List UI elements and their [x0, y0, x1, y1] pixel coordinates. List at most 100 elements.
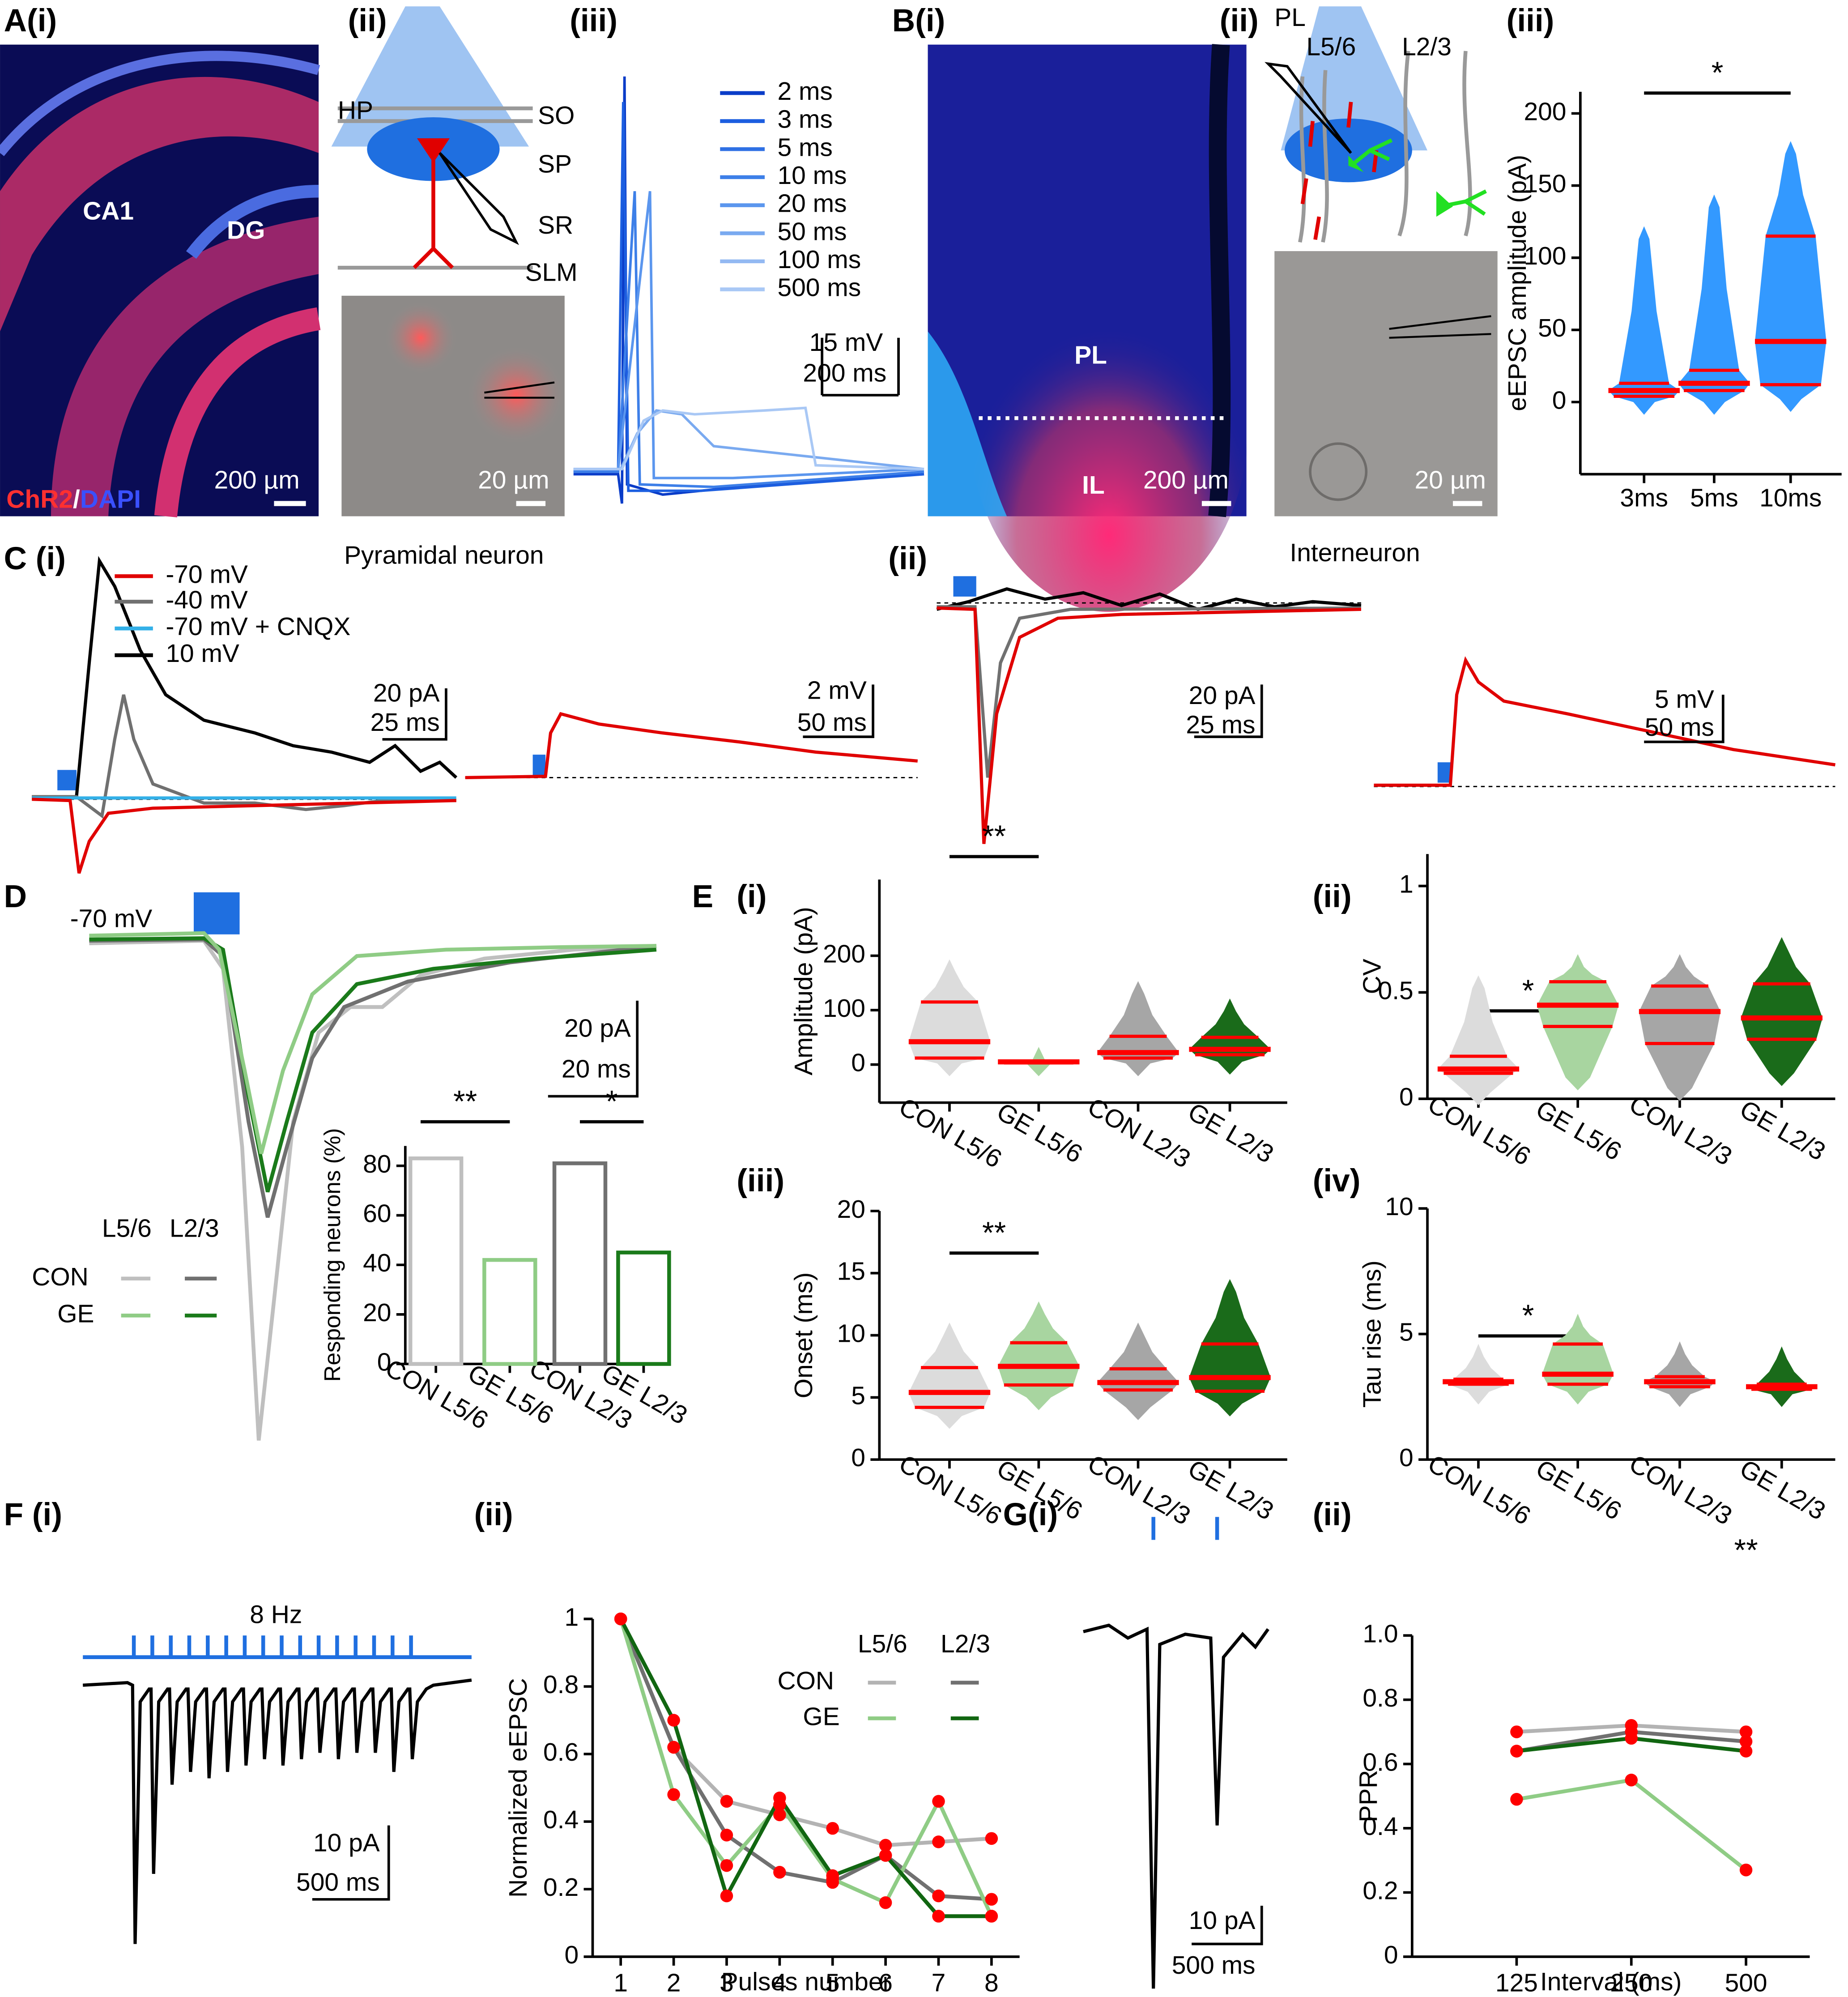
y-tick-label: 0.4 [543, 1805, 579, 1834]
paired-pulse-trace: 10 pA 500 ms [1083, 1517, 1269, 1989]
y-tick-label: 0 [377, 1348, 392, 1377]
violin [1608, 226, 1680, 415]
legend-label: 2 ms [777, 77, 832, 106]
x-axis-label: Interval (ms) [1540, 1967, 1682, 1996]
scale-label: 200 ms [803, 358, 886, 387]
x-tick-label: 7 [932, 1969, 946, 1997]
x-tick-label: 3 [720, 1969, 734, 1997]
scale-label: 20 pA [373, 678, 440, 707]
legend-label: 10 mV [166, 639, 239, 668]
interneuron [1348, 155, 1453, 217]
y-tick-label: 0.6 [1363, 1748, 1398, 1776]
significance-label: * [1712, 56, 1724, 90]
trace [465, 712, 918, 779]
violin [1443, 1344, 1514, 1405]
trace [32, 694, 456, 819]
pyramidal-traces: Pyramidal neuron [32, 541, 918, 874]
y-tick-label: 1.0 [1363, 1619, 1398, 1648]
panel-label: (ii) [888, 541, 927, 576]
panel-label: D [4, 879, 27, 914]
violin [1741, 937, 1822, 1086]
y-tick-label: 100 [823, 994, 865, 1023]
y-tick-label: 200 [1524, 97, 1566, 126]
panel-label: (ii) [474, 1497, 513, 1532]
bar [552, 1161, 608, 1366]
y-axis-label: Responding neurons (%) [319, 1128, 345, 1382]
layer-label: SLM [525, 258, 578, 286]
y-tick-label: 0.2 [1363, 1876, 1398, 1905]
scale-bar [548, 1000, 639, 1098]
cell [1300, 102, 1379, 240]
cell [1309, 442, 1368, 501]
point [1739, 1745, 1753, 1758]
scale-bar [1644, 695, 1725, 743]
y-axis-label: Onset (ms) [789, 1272, 818, 1399]
point [932, 1795, 945, 1808]
scale-label: 500 ms [296, 1868, 380, 1897]
legend-row: GE [57, 1299, 94, 1328]
legend-label: 20 ms [777, 189, 847, 218]
y-tick-label: 0.4 [1363, 1812, 1398, 1841]
x-tick-label: 3ms [1620, 484, 1668, 512]
bar [408, 1156, 464, 1366]
violin [908, 1323, 991, 1429]
y-tick-label: 0.5 [1378, 976, 1414, 1005]
y-tick-label: 40 [363, 1249, 391, 1277]
cell [385, 302, 456, 374]
neuron [413, 138, 454, 269]
panel-label: B(i) [892, 3, 945, 38]
point [1739, 1725, 1753, 1738]
scale-bar [312, 1825, 390, 1901]
y-tick-label: 5 [1399, 1318, 1414, 1347]
point [667, 1741, 680, 1754]
significance-label: ** [982, 819, 1006, 853]
scale-bar [803, 684, 874, 738]
y-tick-label: 0 [1384, 1941, 1398, 1969]
scale-label: 200 µm [1143, 466, 1229, 495]
y-tick-label: 0.8 [543, 1670, 579, 1699]
layer-label: SO [538, 101, 575, 130]
pfc-diagram: PL L5/6 L2/3 20 µm [1265, 3, 1498, 516]
y-axis-label: eEPSC amplitude (pA) [1503, 155, 1532, 411]
light-pulse [953, 576, 976, 597]
trace [82, 1678, 472, 1944]
x-tick-label: 5 [826, 1969, 840, 1997]
legend-label: 3 ms [777, 105, 832, 134]
duration-legend: 2 ms 3 ms 5 ms 10 ms 20 ms 50 ms 100 ms … [720, 77, 886, 387]
point [667, 1788, 680, 1801]
series-line [1516, 1778, 1747, 1872]
x-tick-label: 250 [1610, 1969, 1652, 1997]
point [720, 1829, 733, 1842]
interneuron-traces: Interneuron 20 pA 25 ms 5 mV 50 ms [936, 538, 1835, 844]
legend-label: -40 mV [166, 585, 248, 614]
legend-row: GE [803, 1702, 839, 1731]
panel-label: (iii) [570, 3, 617, 38]
point [1625, 1732, 1638, 1745]
point [1739, 1735, 1753, 1748]
chart: 0 0.2 0.4 0.6 0.8 1.0 PPR Interval (ms)125 250 50… [1354, 1533, 1810, 1997]
significance-label: * [606, 1085, 618, 1119]
group-legend: L5/6 L2/3 CON GE [32, 1214, 219, 1328]
legend-label: 10 ms [777, 161, 847, 190]
layer-label: L2/3 [1402, 32, 1452, 61]
scale-label: 15 mV [809, 328, 883, 357]
panel-title: Interneuron [1290, 538, 1420, 567]
violin [1437, 975, 1520, 1105]
y-tick-label: 10 [837, 1319, 865, 1348]
violin [1746, 1346, 1818, 1407]
bar [616, 1250, 671, 1366]
significance-label: * [1522, 1299, 1534, 1333]
series-line [619, 1618, 992, 1901]
scale-label: 500 ms [1172, 1951, 1256, 1980]
scale-label: 20 µm [478, 466, 549, 495]
image-band [186, 184, 319, 259]
y-tick-label: 15 [837, 1257, 865, 1286]
x-tick-label: 5ms [1690, 484, 1738, 512]
y-tick-label: 50 [1538, 314, 1566, 342]
violin [998, 1301, 1080, 1410]
stain: DAPI [80, 485, 141, 513]
panel-label: (i) [737, 879, 766, 914]
stain: / [73, 485, 80, 513]
